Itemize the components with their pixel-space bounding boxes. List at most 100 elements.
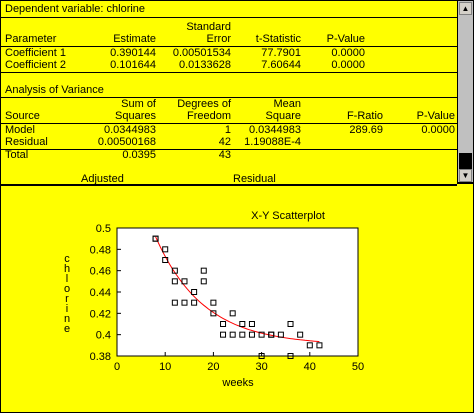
anova-source: Residual	[5, 136, 48, 148]
y-tick-label: 0.48	[90, 244, 111, 256]
y-axis-label-letter: i	[66, 303, 68, 315]
header-p-value: P-Value	[416, 110, 455, 122]
row-name: Coefficient 1	[5, 47, 66, 59]
row-tstat: 7.60644	[261, 59, 301, 71]
y-tick-label: 0.4	[96, 330, 111, 342]
header-ss-bottom: Squares	[115, 110, 156, 122]
header-estimate: Estimate	[113, 33, 156, 45]
anova-ms: 0.0344983	[249, 124, 301, 136]
anova-df: 1	[224, 124, 231, 136]
data-point	[287, 321, 294, 327]
anova-ss: 0.0395	[122, 149, 156, 161]
data-point	[258, 331, 265, 338]
y-axis-label-letter: h	[64, 263, 70, 275]
divider	[1, 149, 457, 150]
header-tstat: t-Statistic	[255, 33, 301, 45]
y-tick-label: 0.44	[90, 287, 111, 299]
plot-area	[116, 227, 359, 357]
data-point	[248, 331, 255, 338]
data-point	[191, 299, 198, 306]
data-point	[220, 331, 227, 338]
data-point	[162, 246, 169, 253]
axis-ticks: 0 10 20 30 40 50 0.38 0.4 0.42 0.44 0.46 0.48 0.5	[90, 223, 365, 373]
header-stderr-top: Standard	[186, 21, 231, 33]
anova-ms: 1.19088E-4	[244, 136, 301, 148]
x-tick-label: 40	[304, 361, 316, 373]
data-point	[210, 310, 217, 317]
data-point	[162, 257, 169, 263]
data-point	[229, 331, 236, 338]
header-ms-top: Mean	[273, 98, 301, 110]
data-point	[239, 331, 246, 338]
data-point	[297, 331, 304, 338]
x-tick-label: 30	[255, 361, 267, 373]
header-ms-bottom: Square	[265, 110, 301, 122]
y-axis-label-letter: l	[66, 273, 68, 285]
dependent-variable-title: Dependent variable: chlorine	[5, 3, 146, 15]
header-pvalue: P-Value	[326, 33, 365, 45]
footer-adjusted: Adjusted	[81, 173, 124, 185]
header-f-ratio: F-Ratio	[346, 110, 383, 122]
row-estimate: 0.101644	[110, 59, 156, 71]
data-point	[277, 331, 284, 338]
vertical-scrollbar[interactable]: ▲ ▼	[457, 1, 473, 184]
data-point	[258, 353, 265, 359]
data-point	[200, 278, 207, 285]
scrollbar-thumb[interactable]	[459, 153, 472, 171]
anova-p: 0.0000	[421, 124, 455, 136]
y-tick-label: 0.46	[90, 266, 111, 278]
header-parameter: Parameter	[5, 33, 57, 45]
header-stderr-bottom: Error	[206, 33, 231, 45]
divider	[1, 97, 457, 98]
anova-title: Analysis of Variance	[5, 84, 104, 96]
anova-source: Model	[5, 124, 35, 136]
x-tick-label: 0	[114, 361, 120, 373]
data-points	[152, 235, 323, 359]
anova-f: 289.69	[349, 124, 383, 136]
divider	[1, 46, 457, 47]
data-point	[220, 321, 227, 327]
y-axis-label-letter: r	[65, 293, 69, 305]
x-axis-label: weeks	[221, 377, 254, 389]
y-axis-label-letter: n	[64, 313, 70, 325]
data-point	[306, 342, 313, 349]
divider	[1, 72, 457, 73]
footer-residual: Residual	[233, 173, 276, 185]
row-pvalue: 0.0000	[331, 59, 365, 71]
data-point	[171, 278, 178, 285]
arrow-down-icon[interactable]: ▼	[459, 169, 472, 182]
row-estimate: 0.390144	[110, 47, 156, 59]
data-point	[287, 353, 294, 359]
header-df-bottom: Freedom	[186, 110, 231, 122]
anova-source: Total	[5, 149, 29, 161]
data-point	[268, 331, 275, 338]
anova-ss: 0.00500168	[97, 136, 156, 148]
data-point	[229, 310, 236, 317]
header-source: Source	[5, 110, 40, 122]
divider	[1, 123, 457, 124]
header-df-top: Degrees of	[177, 98, 231, 110]
anova-df: 42	[218, 136, 231, 148]
data-point	[171, 299, 178, 306]
data-point	[171, 267, 178, 274]
row-pvalue: 0.0000	[331, 47, 365, 59]
x-tick-label: 10	[159, 361, 171, 373]
y-axis-label-letter: o	[64, 283, 70, 295]
y-tick-label: 0.5	[96, 223, 111, 235]
arrow-up-icon[interactable]: ▲	[459, 2, 472, 15]
anova-df: 43	[218, 149, 231, 161]
x-tick-label: 20	[207, 361, 219, 373]
x-tick-label: 50	[352, 361, 364, 373]
data-point	[239, 321, 246, 327]
data-point	[210, 299, 217, 306]
y-axis-label: chlorine	[64, 253, 70, 335]
y-axis-label-letter: e	[64, 323, 70, 335]
data-point	[181, 278, 188, 285]
y-axis-label-letter: c	[64, 253, 70, 265]
data-point	[181, 299, 188, 306]
y-tick-label: 0.38	[90, 351, 111, 363]
data-point	[152, 235, 159, 242]
data-point	[200, 267, 207, 274]
divider	[1, 17, 457, 18]
